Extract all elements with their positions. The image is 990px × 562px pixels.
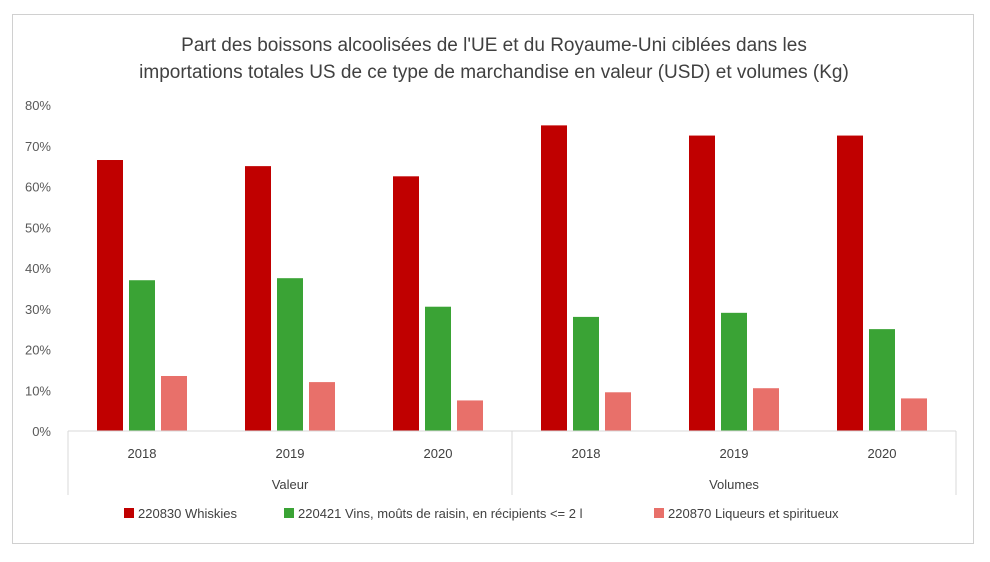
legend-swatch	[284, 508, 294, 518]
y-tick-label: 50%	[25, 220, 51, 235]
bar	[97, 160, 123, 431]
legend-swatch	[654, 508, 664, 518]
legend-label: 220830 Whiskies	[138, 506, 237, 521]
legend: 220830 Whiskies 220421 Vins, moûts de rai…	[124, 506, 839, 521]
x-axis: 2018 2019 2020 2018 2019 2020 Valeur Volumes	[67, 430, 957, 495]
chart-frame: Part des boissons alcoolisées de l'UE et…	[12, 14, 974, 544]
x-group-label: Volumes	[709, 477, 759, 492]
chart-svg: Part des boissons alcoolisées de l'UE et…	[25, 35, 957, 521]
x-group-label: Valeur	[272, 477, 309, 492]
x-tick-label: 2019	[276, 446, 305, 461]
bar	[573, 316, 599, 431]
bar	[837, 135, 863, 431]
bar	[129, 280, 155, 431]
bar	[457, 400, 483, 431]
bar	[309, 382, 335, 431]
chart-title-line-2: importations totales US de ce type de ma…	[139, 62, 849, 83]
bar	[161, 375, 187, 431]
bar	[425, 306, 451, 431]
y-tick-label: 80%	[25, 98, 51, 113]
bar	[753, 388, 779, 431]
bar	[541, 125, 567, 431]
bar	[245, 166, 271, 431]
legend-label: 220870 Liqueurs et spiritueux	[668, 506, 839, 521]
legend-label: 220421 Vins, moûts de raisin, en récipie…	[298, 506, 583, 521]
bar	[689, 135, 715, 431]
bar	[393, 176, 419, 431]
y-tick-label: 30%	[25, 302, 51, 317]
x-tick-label: 2018	[572, 446, 601, 461]
bar	[277, 278, 303, 431]
x-tick-label: 2020	[424, 446, 453, 461]
chart-title-line-1: Part des boissons alcoolisées de l'UE et…	[181, 35, 807, 56]
y-tick-label: 0%	[32, 424, 51, 439]
y-tick-label: 40%	[25, 261, 51, 276]
y-tick-label: 70%	[25, 139, 51, 154]
bar	[901, 398, 927, 431]
bars	[97, 125, 927, 431]
y-tick-label: 60%	[25, 180, 51, 195]
bar	[869, 329, 895, 431]
y-axis: 0% 10% 20% 30% 40% 50% 60% 70% 80%	[25, 98, 51, 439]
x-tick-label: 2018	[128, 446, 157, 461]
x-tick-label: 2020	[868, 446, 897, 461]
bar	[721, 312, 747, 431]
y-tick-label: 20%	[25, 343, 51, 358]
legend-swatch	[124, 508, 134, 518]
x-tick-label: 2019	[720, 446, 749, 461]
bar	[605, 392, 631, 431]
y-tick-label: 10%	[25, 383, 51, 398]
